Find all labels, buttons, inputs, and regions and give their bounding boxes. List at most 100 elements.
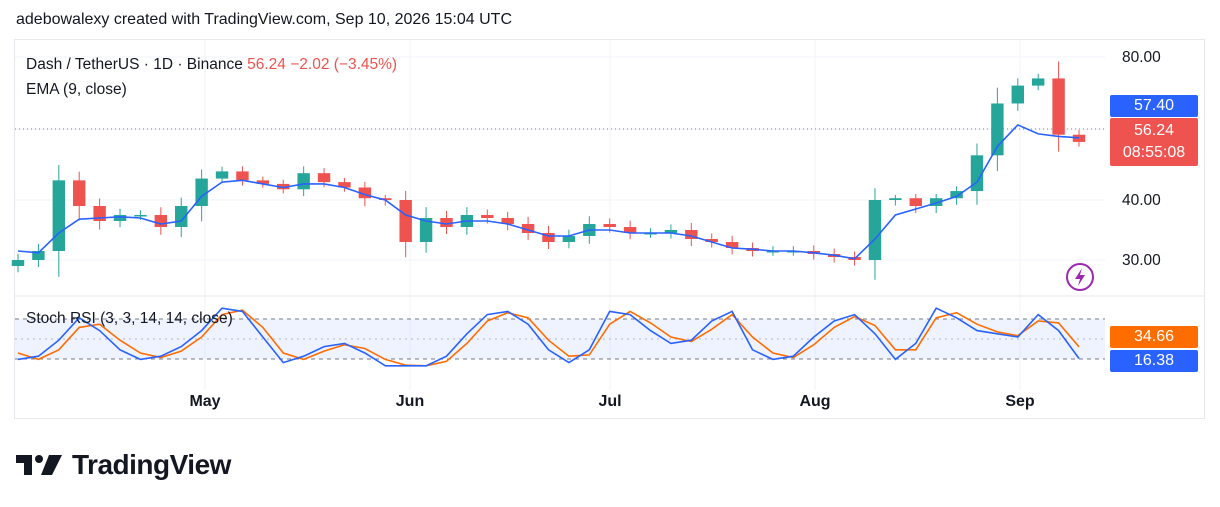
candle[interactable] [868, 188, 882, 280]
candle-body [1011, 85, 1024, 104]
candle-body [134, 215, 147, 217]
y-tick-label: 40.00 [1122, 192, 1161, 209]
candle-body [889, 198, 902, 200]
candle[interactable] [419, 207, 433, 253]
candle-body [603, 224, 616, 227]
candle-body [358, 187, 372, 199]
candle[interactable] [1011, 78, 1024, 111]
chart-panel[interactable] [14, 39, 1205, 419]
candle-body [501, 218, 514, 224]
candle[interactable] [1072, 130, 1086, 147]
flash-icon[interactable] [1066, 263, 1094, 291]
candle-body [970, 155, 984, 192]
candle[interactable] [664, 224, 678, 239]
candle[interactable] [725, 235, 739, 255]
stoch-lines [17, 307, 1080, 367]
tradingview-logo[interactable]: TradingView [16, 447, 231, 483]
time-axis: May Jun Jul Aug Sep [189, 393, 1034, 410]
candles [11, 61, 1086, 280]
candle[interactable] [11, 253, 25, 273]
candle[interactable] [32, 243, 45, 268]
symbol-name[interactable]: Dash / TetherUS · 1D · Binance [26, 56, 243, 73]
symbol-row: Dash / TetherUS · 1D · Binance 56.24 −2.… [26, 52, 397, 77]
candle[interactable] [909, 194, 922, 214]
candle[interactable] [562, 229, 576, 249]
candle[interactable] [991, 87, 1004, 172]
candle-body [317, 173, 331, 183]
candle-body [481, 215, 494, 218]
stoch-legend[interactable]: Stoch RSI (3, 3, 14, 14, close) [26, 310, 233, 327]
ema-badge: 57.40 [1110, 95, 1198, 117]
candle-body [52, 180, 66, 251]
y-tick-label: 30.00 [1122, 252, 1161, 269]
candle[interactable] [297, 166, 310, 197]
candle[interactable] [623, 220, 637, 240]
candle-body [277, 183, 290, 190]
stoch-d-badge: 16.38 [1110, 350, 1198, 372]
candle-body [73, 180, 86, 206]
candle[interactable] [521, 216, 535, 241]
x-tick-label: Jul [598, 393, 621, 410]
candle-body [685, 230, 698, 239]
candle[interactable] [705, 233, 718, 248]
candle-body [338, 182, 351, 188]
x-tick-label: Aug [799, 393, 830, 410]
candle-body [215, 171, 229, 179]
candle-body [379, 198, 392, 200]
candle-body [562, 236, 576, 242]
candle[interactable] [399, 190, 412, 258]
candle[interactable] [277, 179, 290, 194]
candle[interactable] [338, 177, 351, 192]
candle[interactable] [542, 225, 555, 250]
ema-legend[interactable]: EMA (9, close) [26, 81, 127, 98]
candle[interactable] [1031, 73, 1045, 91]
candle[interactable] [1052, 61, 1065, 152]
candle[interactable] [195, 169, 208, 222]
brand-name: TradingView [72, 449, 231, 480]
candle-body [868, 200, 882, 260]
price-badge-value: 56.24 [1133, 122, 1175, 139]
candle-body [1072, 134, 1086, 142]
candle[interactable] [93, 198, 106, 230]
candle-body [929, 198, 943, 206]
candle[interactable] [685, 222, 698, 247]
candle[interactable] [256, 176, 270, 188]
stoch-k-line [17, 307, 1080, 367]
price-badge: 56.24 08:55:08 [1110, 118, 1198, 166]
ema-line [17, 123, 1080, 260]
price-axis: 80.00 40.00 30.00 [1122, 49, 1161, 269]
x-tick-label: May [189, 393, 220, 410]
stoch-d-line [17, 309, 1080, 367]
candle[interactable] [236, 166, 249, 186]
candle-body [725, 242, 739, 248]
candle-body [154, 215, 168, 227]
candle-body [113, 215, 127, 221]
candle[interactable] [889, 194, 902, 206]
chart-caption: adebowalexy created with TradingView.com… [16, 11, 512, 28]
candle-body [909, 198, 922, 206]
candle[interactable] [113, 208, 127, 228]
candle-body [542, 233, 555, 242]
candle[interactable] [175, 197, 188, 238]
candle-body [236, 171, 249, 181]
candle-body [1052, 78, 1065, 135]
candle[interactable] [154, 207, 168, 235]
candle-body [32, 251, 45, 260]
candle[interactable] [215, 166, 229, 184]
candle[interactable] [52, 164, 66, 277]
candle-body [399, 200, 412, 242]
stoch-k-badge: 34.66 [1110, 326, 1198, 348]
candle[interactable] [73, 171, 86, 221]
last-price: 56.24 [247, 56, 286, 73]
candle-body [950, 191, 963, 199]
candle-body [256, 180, 270, 184]
x-tick-label: Sep [1005, 393, 1035, 410]
chart-legend: Dash / TetherUS · 1D · Binance 56.24 −2.… [26, 52, 397, 102]
candle[interactable] [440, 210, 453, 235]
countdown: 08:55:08 [1122, 144, 1186, 161]
candle[interactable] [501, 211, 514, 231]
candle[interactable] [970, 143, 984, 205]
price-change: −2.02 (−3.45%) [290, 56, 398, 73]
ema-path [17, 123, 1080, 260]
